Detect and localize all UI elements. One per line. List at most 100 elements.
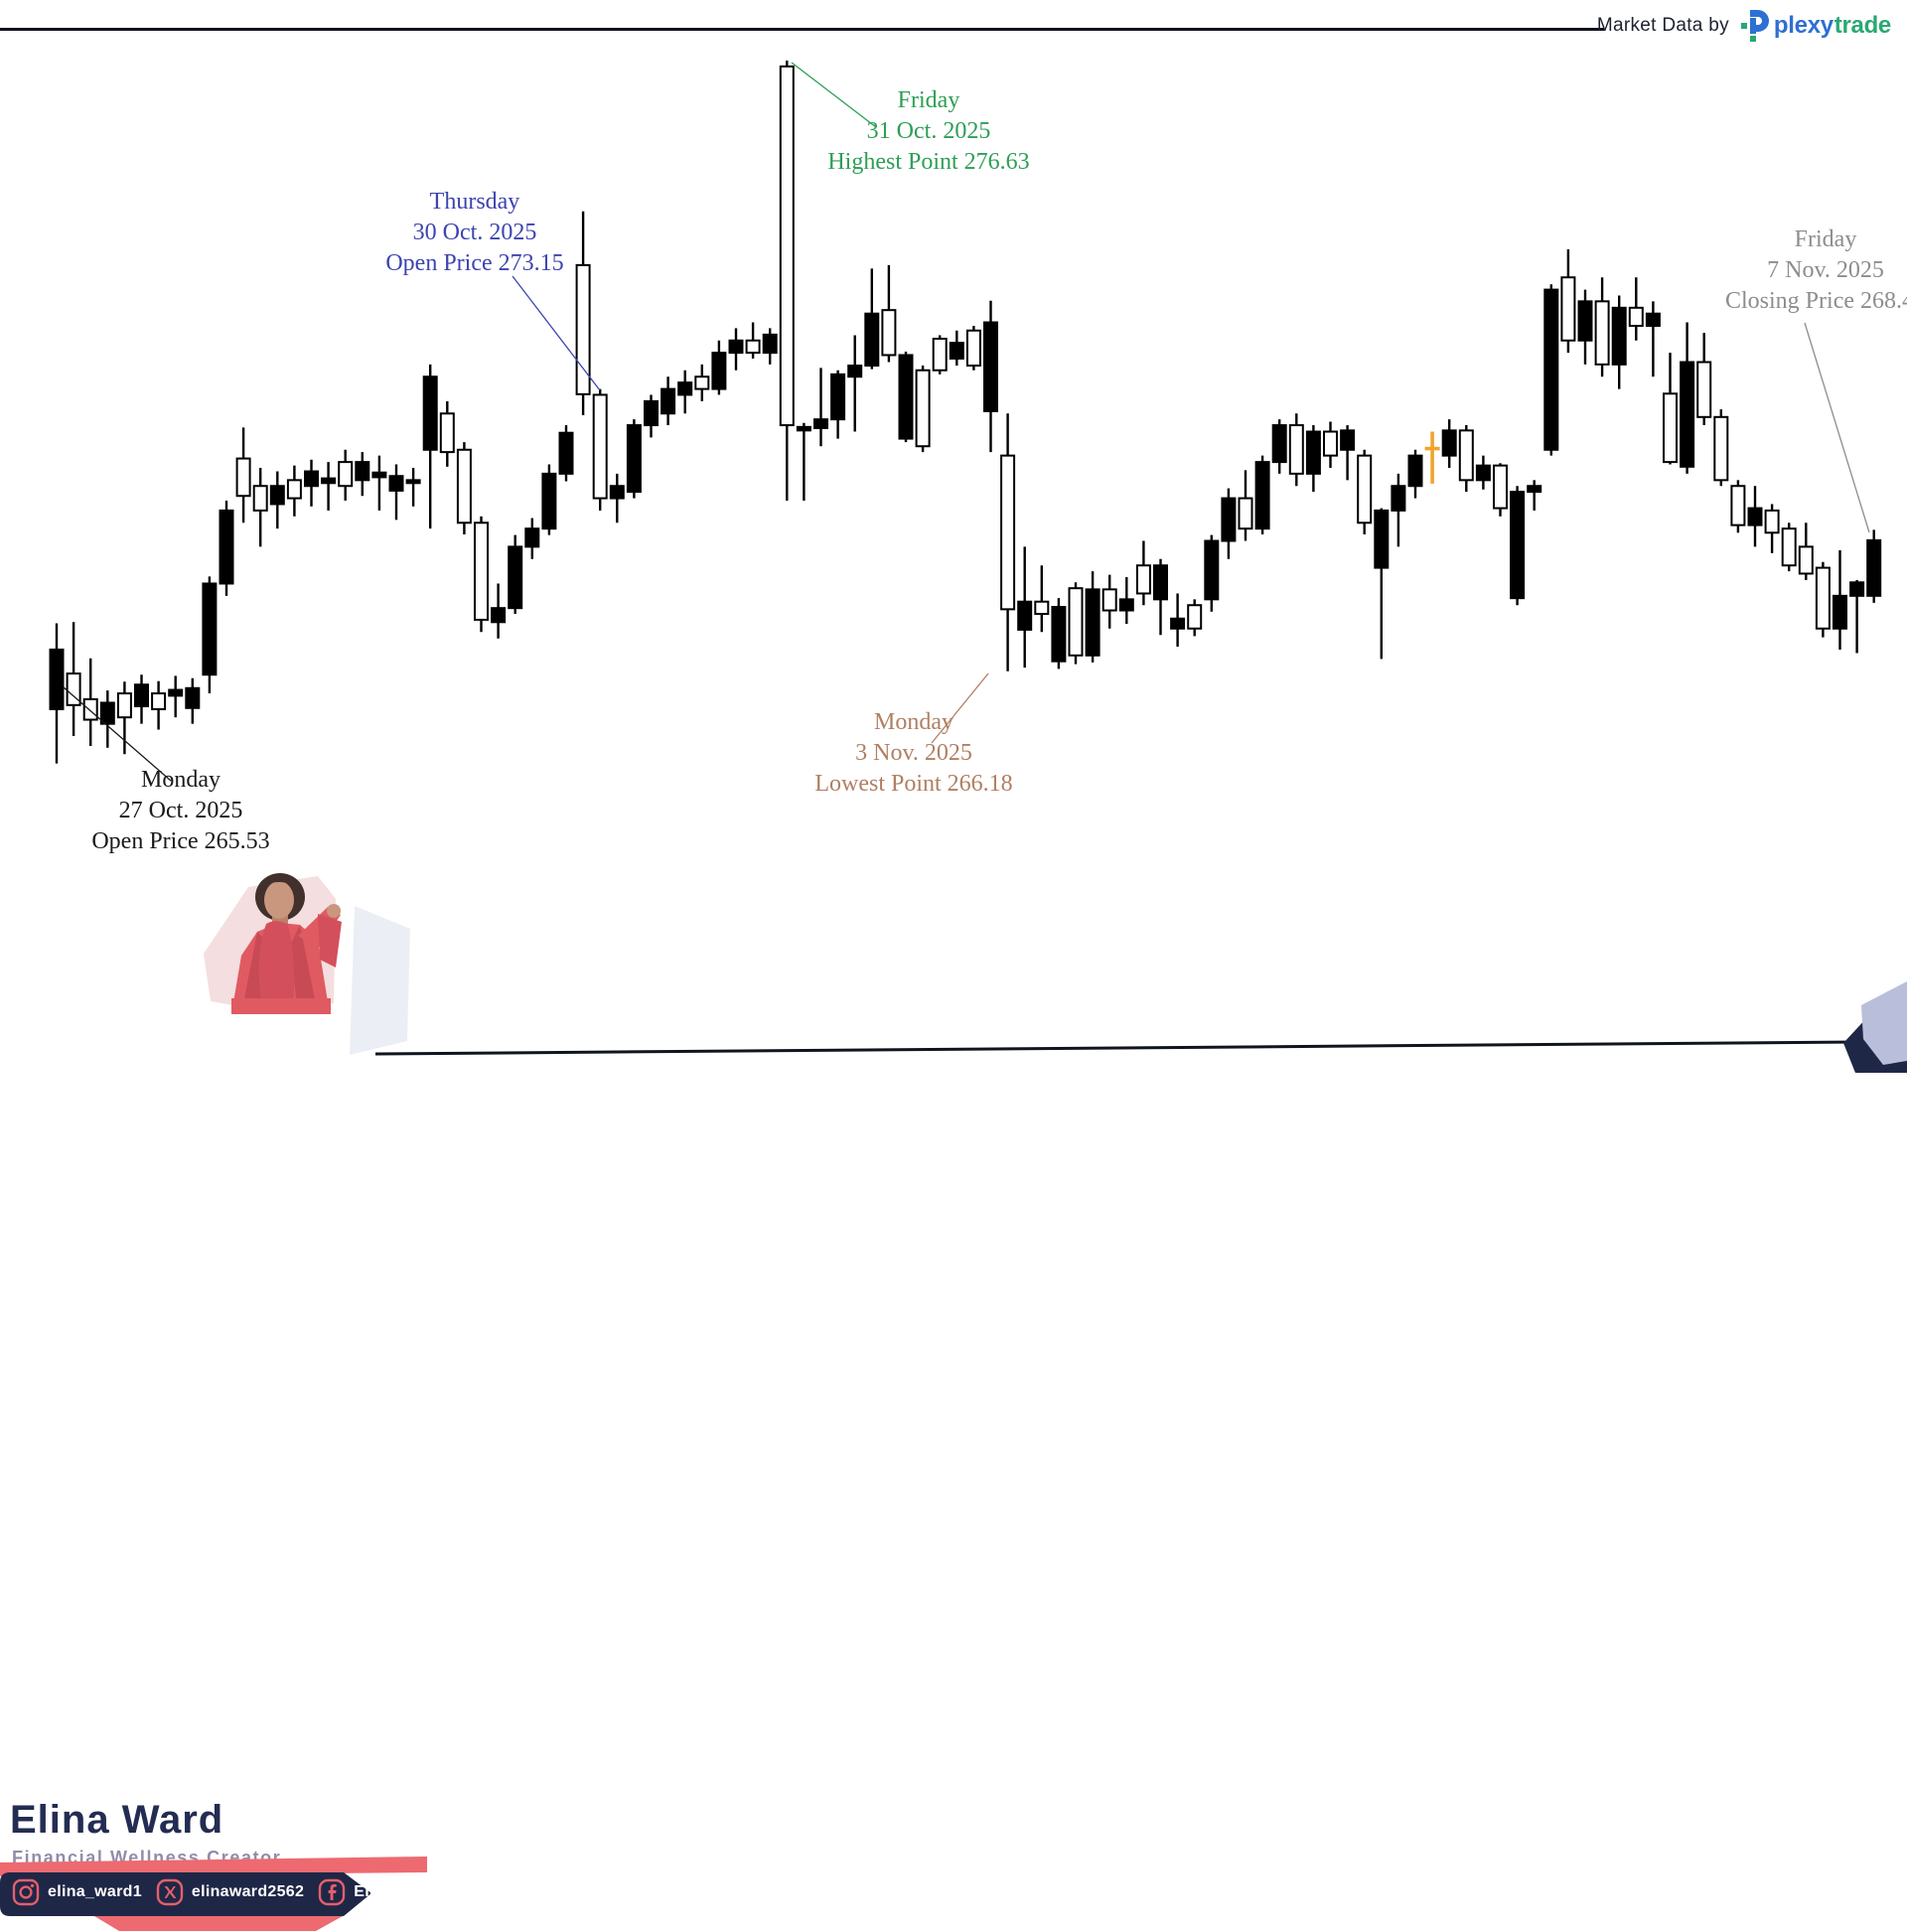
annotation-open-27-oct: Monday 27 Oct. 2025 Open Price 265.53 — [91, 765, 269, 857]
candle — [66, 622, 81, 736]
bottom-rule — [374, 1040, 1858, 1056]
top-rule — [0, 28, 1604, 31]
candle — [1764, 504, 1780, 553]
candle — [355, 452, 370, 497]
annotation-open-30-oct: Thursday 30 Oct. 2025 Open Price 273.15 — [385, 187, 563, 279]
candle — [1051, 598, 1067, 669]
annotation-line: Monday — [874, 709, 954, 735]
candle — [491, 583, 507, 639]
candle — [1068, 582, 1084, 665]
annotation-line: Closing Price 268.42 — [1725, 288, 1907, 314]
candle — [1085, 571, 1100, 663]
social-bar: elina_ward1 elinaward2562 Elina Ward — [12, 1878, 438, 1906]
candle — [49, 623, 65, 764]
candle — [813, 368, 828, 447]
candle — [1458, 425, 1474, 493]
candlestick-chart — [49, 61, 1907, 1073]
annotation-lowest-point: Monday 3 Nov. 2025 Lowest Point 266.18 — [814, 707, 1012, 800]
candle — [1696, 333, 1712, 426]
candle — [762, 328, 778, 365]
footer: Elina Ward Financial Wellness Creator el… — [0, 859, 1907, 1931]
annotation-highest-point: Friday 31 Oct. 2025 Highest Point 276.63 — [827, 85, 1029, 178]
annotation-line: 3 Nov. 2025 — [855, 740, 972, 766]
candle — [371, 455, 387, 511]
candle — [932, 335, 948, 374]
candle — [235, 427, 251, 523]
candle — [439, 400, 455, 467]
candle — [1357, 449, 1373, 535]
candle — [168, 675, 184, 718]
candle — [1798, 522, 1814, 580]
coral-under-shape — [94, 1916, 343, 1931]
annotation-leader-highest-point — [791, 62, 877, 128]
facebook-handle: Elina Ward — [354, 1883, 439, 1900]
candle — [1000, 413, 1016, 671]
annotation-line: 30 Oct. 2025 — [412, 220, 537, 245]
candle — [864, 268, 880, 370]
candle — [1815, 561, 1831, 638]
candle — [1305, 425, 1321, 493]
candle — [1543, 284, 1559, 456]
candle — [898, 351, 914, 443]
candle — [1135, 540, 1151, 606]
annotation-leader-closing-price — [1804, 322, 1870, 533]
annotation-line: Highest Point 276.63 — [827, 149, 1030, 175]
instagram-badge: elina_ward1 — [12, 1878, 142, 1906]
corner-decoration — [1843, 981, 1907, 1073]
candle — [508, 534, 523, 615]
candle — [1510, 486, 1526, 606]
candle — [422, 364, 438, 529]
candle — [541, 464, 557, 535]
annotation-line: Thursday — [429, 189, 520, 215]
annotation-line: 7 Nov. 2025 — [1767, 257, 1884, 283]
candle — [524, 518, 540, 559]
candles-layer — [49, 61, 1882, 764]
x-handle: elinaward2562 — [191, 1883, 305, 1900]
candle — [1271, 419, 1287, 474]
candle — [1391, 473, 1406, 547]
candle — [1781, 522, 1797, 572]
instagram-handle: elina_ward1 — [48, 1883, 142, 1900]
candle — [609, 473, 625, 523]
candle — [338, 449, 354, 501]
candle — [405, 468, 421, 507]
annotation-leader-open-27-oct — [63, 686, 172, 782]
highlighted-candle — [1424, 431, 1440, 484]
candle — [1493, 463, 1508, 517]
candle — [151, 680, 167, 730]
x-icon — [156, 1878, 184, 1906]
candle — [694, 364, 710, 401]
candle — [1034, 565, 1050, 633]
candle — [626, 419, 642, 499]
candle — [779, 61, 795, 501]
footer-decor — [0, 1857, 427, 1931]
candle — [1407, 449, 1423, 499]
candle — [474, 516, 489, 633]
candle — [983, 300, 998, 453]
candle — [1663, 353, 1678, 465]
logo-text-trade: trade — [1834, 12, 1892, 39]
creator-name: Elina Ward — [10, 1798, 224, 1842]
candle — [677, 370, 693, 414]
facebook-icon — [319, 1878, 346, 1906]
candle — [1730, 480, 1746, 533]
candle — [796, 422, 811, 501]
candle — [745, 322, 761, 359]
candle — [660, 376, 676, 426]
woman-figure — [231, 873, 342, 1014]
candle — [592, 388, 608, 511]
candle — [1866, 529, 1882, 603]
header: Market Data by plexy trade — [1597, 10, 1891, 42]
candle — [644, 394, 659, 438]
annotation-line: Monday — [140, 767, 220, 793]
candle — [134, 674, 149, 724]
candle — [321, 462, 337, 511]
candle — [304, 459, 319, 507]
candle — [456, 442, 472, 535]
candle — [116, 681, 132, 755]
candle — [830, 370, 846, 439]
candle — [1628, 277, 1644, 341]
annotation-closing-price: Friday 7 Nov. 2025 Closing Price 268.42 — [1725, 224, 1907, 317]
candle — [252, 468, 268, 547]
photo-lavender-hexagon — [350, 906, 410, 1055]
